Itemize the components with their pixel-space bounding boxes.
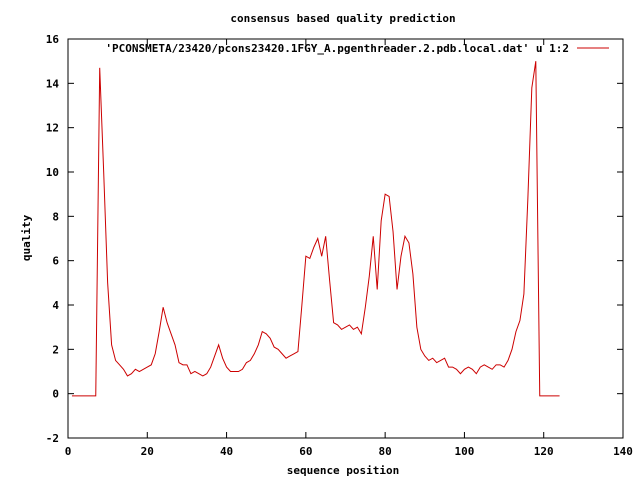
- legend: 'PCONSMETA/23420/pcons23420.1FGY_A.pgent…: [105, 42, 609, 55]
- y-axis-ticks: -2 0 2 4 6 8 10 12 14 16: [46, 33, 623, 445]
- y-tick-label: 8: [52, 210, 59, 223]
- x-axis-label: sequence position: [287, 464, 400, 477]
- y-axis-label: quality: [20, 214, 33, 261]
- series-line: [71, 61, 560, 397]
- x-tick-label: 0: [65, 445, 72, 458]
- x-tick-label: 60: [299, 445, 312, 458]
- x-tick-label: 140: [613, 445, 633, 458]
- y-tick-label: 16: [46, 33, 60, 46]
- chart-title: consensus based quality prediction: [230, 12, 455, 25]
- y-tick-label: 12: [46, 122, 59, 135]
- x-tick-label: 120: [534, 445, 554, 458]
- y-tick-label: -2: [46, 432, 59, 445]
- y-tick-label: 4: [52, 299, 59, 312]
- y-tick-label: 10: [46, 166, 59, 179]
- x-axis-ticks: 0 20 40 60 80 100 120 140: [65, 39, 633, 458]
- x-tick-label: 80: [379, 445, 392, 458]
- legend-label: 'PCONSMETA/23420/pcons23420.1FGY_A.pgent…: [105, 42, 569, 55]
- y-tick-label: 0: [52, 388, 59, 401]
- plot-frame: [67, 38, 624, 439]
- y-tick-label: 14: [46, 77, 60, 90]
- x-tick-label: 100: [454, 445, 474, 458]
- x-tick-label: 20: [141, 445, 154, 458]
- x-tick-label: 40: [220, 445, 233, 458]
- y-tick-label: 2: [52, 343, 59, 356]
- y-tick-label: 6: [52, 255, 59, 268]
